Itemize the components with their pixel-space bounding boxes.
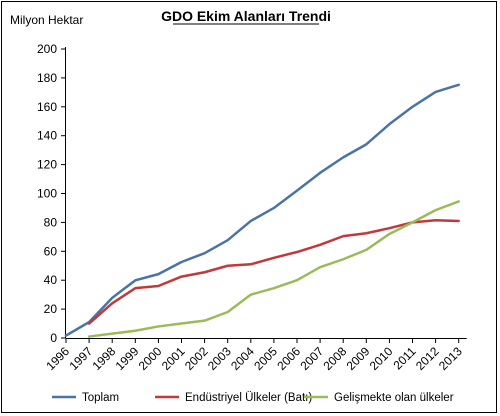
legend-label: Toplam [82,392,119,404]
series-line-3 [87,200,460,338]
x-tick-label: 1996 [43,344,72,373]
x-tick-label: 1999 [113,344,142,373]
x-tick-label: 2002 [182,344,211,373]
x-tick-label: 2011 [390,344,418,372]
x-tick-label: 2003 [205,344,234,373]
x-tick-label: 2013 [436,344,465,373]
x-tick-label: 2001 [159,344,188,373]
series-line-1 [64,83,460,337]
x-tick-label: 2012 [413,344,442,373]
x-tick-label: 2007 [297,344,326,373]
plot-area: 0 20 40 60 80 100 120 140 160 180 200 1996199719981… [37,42,467,373]
y-tick-label: 200 [37,42,57,56]
x-tick-label: 1998 [90,344,119,373]
chart-title: GDO Ekim Alanları Trendi [161,8,331,24]
x-tick-label: 2004 [228,344,257,373]
y-tick-label: 180 [37,71,57,85]
y-axis-label: Milyon Hektar [10,13,83,27]
y-tick-label: 40 [44,273,58,287]
x-tick-label: 2000 [136,344,165,373]
x-tick-label: 2005 [251,344,280,373]
y-tick-label: 160 [37,100,57,114]
y-tick-label: 140 [37,129,57,143]
y-tick-label: 60 [44,244,58,258]
y-tick-label: 120 [37,158,57,172]
x-tick-label: 2006 [274,344,303,373]
y-tick-label: 100 [37,187,57,201]
legend-label: Gelişmekte olan ülkeler [334,392,454,404]
x-tick-label: 2008 [321,344,350,373]
y-tick-label: 0 [50,331,57,345]
series-line-2 [87,218,460,325]
x-tick-label: 1997 [66,344,95,373]
y-tick-label: 80 [44,215,58,229]
y-tick-label: 20 [44,302,58,316]
legend: Toplam Endüstriyel Ülkeler (Batı) Gelişmek… [52,392,454,404]
legend-label: Endüstriyel Ülkeler (Batı) [185,392,312,404]
x-tick-label: 2009 [344,344,373,373]
x-tick-label: 2010 [367,344,396,373]
